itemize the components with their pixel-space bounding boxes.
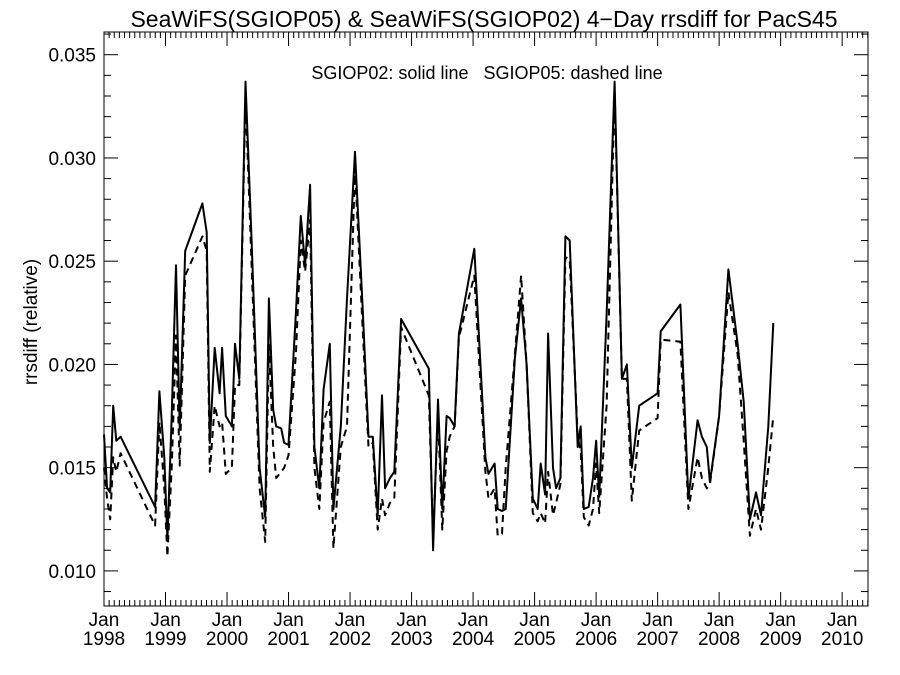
x-tick-month: Jan	[89, 610, 120, 631]
x-tick-year: 2001	[267, 629, 309, 650]
y-tick-label: 0.010	[48, 562, 96, 583]
legend-annotation: SGIOP02: solid line SGIOP05: dashed line	[311, 63, 662, 83]
x-tick-month: Jan	[704, 610, 735, 631]
x-tick-month: Jan	[458, 610, 489, 631]
y-tick-label: 0.015	[48, 459, 96, 480]
x-tick-year: 2008	[698, 629, 740, 650]
x-tick-month: Jan	[765, 610, 796, 631]
series-line-sgiop02	[103, 80, 775, 552]
x-tick-year: 2009	[760, 629, 802, 650]
x-tick-year: 2010	[821, 629, 863, 650]
x-tick-month: Jan	[212, 610, 243, 631]
x-tick-month: Jan	[827, 610, 858, 631]
chart-title: SeaWiFS(SGIOP05) & SeaWiFS(SGIOP02) 4−Da…	[130, 6, 837, 32]
x-tick-year: 2003	[390, 629, 432, 650]
y-tick-label: 0.030	[48, 149, 96, 170]
series-layer	[103, 80, 775, 558]
y-tick-label: 0.035	[48, 46, 96, 67]
x-tick-year: 1999	[144, 629, 186, 650]
x-tick-year: 2000	[206, 629, 248, 650]
x-tick-year: 2002	[329, 629, 371, 650]
series-line-sgiop05	[103, 88, 775, 558]
y-axis: 0.010 0.015 0.020 0.025 0.030 0.035	[48, 33, 868, 593]
x-tick-month: Jan	[581, 610, 612, 631]
x-tick-month: Jan	[335, 610, 366, 631]
x-tick-month: Jan	[150, 610, 181, 631]
y-axis-label: rrsdiff (relative)	[21, 259, 42, 385]
x-tick-year: 1998	[83, 629, 125, 650]
x-tick-month: Jan	[642, 610, 673, 631]
x-tick-month: Jan	[519, 610, 550, 631]
x-tick-year: 2005	[513, 629, 555, 650]
x-tick-year: 2004	[452, 629, 495, 650]
x-axis: Jan1998Jan1999Jan2000Jan2001Jan2002Jan20…	[83, 32, 869, 650]
plot-frame	[103, 31, 869, 607]
x-tick-month: Jan	[273, 610, 304, 631]
y-tick-label: 0.025	[48, 252, 96, 273]
x-tick-month: Jan	[396, 610, 427, 631]
y-tick-label: 0.020	[48, 355, 96, 376]
x-tick-year: 2007	[636, 629, 678, 650]
x-tick-year: 2006	[575, 629, 617, 650]
